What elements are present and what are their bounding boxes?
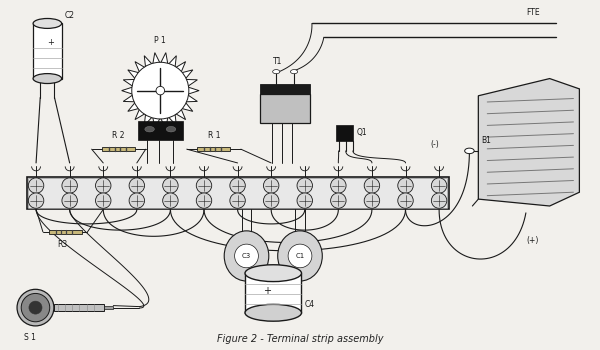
Ellipse shape — [156, 86, 164, 95]
Ellipse shape — [331, 193, 346, 208]
Bar — [33, 23, 62, 78]
Text: P 1: P 1 — [154, 36, 166, 46]
Ellipse shape — [235, 244, 259, 268]
Circle shape — [464, 148, 474, 154]
Ellipse shape — [431, 193, 447, 208]
Text: C4: C4 — [304, 300, 314, 309]
Ellipse shape — [62, 178, 77, 193]
Ellipse shape — [95, 193, 111, 208]
Ellipse shape — [263, 178, 279, 193]
Ellipse shape — [245, 304, 301, 321]
Text: +: + — [47, 38, 54, 47]
Ellipse shape — [398, 178, 413, 193]
Bar — [260, 84, 310, 93]
Ellipse shape — [33, 74, 62, 84]
Ellipse shape — [28, 178, 44, 193]
Bar — [260, 93, 310, 123]
Ellipse shape — [163, 178, 178, 193]
Bar — [54, 304, 104, 311]
Ellipse shape — [431, 178, 447, 193]
Bar — [245, 273, 301, 313]
Bar — [197, 147, 230, 152]
Text: B1: B1 — [481, 136, 491, 145]
Ellipse shape — [297, 193, 313, 208]
Text: R 2: R 2 — [112, 131, 125, 140]
Ellipse shape — [95, 178, 111, 193]
Ellipse shape — [163, 193, 178, 208]
Ellipse shape — [288, 244, 312, 268]
Ellipse shape — [263, 193, 279, 208]
Text: FTE: FTE — [526, 8, 539, 16]
Bar — [335, 125, 353, 141]
Ellipse shape — [364, 178, 380, 193]
Ellipse shape — [129, 193, 145, 208]
Polygon shape — [122, 52, 199, 128]
Ellipse shape — [17, 289, 54, 326]
Text: R 1: R 1 — [208, 131, 220, 140]
Text: S 1: S 1 — [23, 333, 35, 342]
Ellipse shape — [297, 178, 313, 193]
Ellipse shape — [33, 19, 62, 28]
Circle shape — [290, 70, 298, 74]
Ellipse shape — [129, 178, 145, 193]
Text: +: + — [263, 286, 271, 296]
Ellipse shape — [245, 265, 301, 282]
Circle shape — [272, 70, 280, 74]
Ellipse shape — [364, 193, 380, 208]
Ellipse shape — [196, 178, 212, 193]
Ellipse shape — [21, 293, 50, 322]
Ellipse shape — [196, 193, 212, 208]
Text: R3: R3 — [57, 240, 67, 249]
Bar — [28, 178, 447, 208]
Ellipse shape — [398, 193, 413, 208]
Polygon shape — [478, 78, 580, 206]
Ellipse shape — [28, 193, 44, 208]
Ellipse shape — [29, 301, 42, 314]
Text: (+): (+) — [526, 236, 538, 245]
Ellipse shape — [331, 178, 346, 193]
Ellipse shape — [230, 178, 245, 193]
Circle shape — [145, 126, 154, 132]
Text: (-): (-) — [431, 140, 440, 148]
Ellipse shape — [62, 193, 77, 208]
Text: C3: C3 — [242, 253, 251, 259]
Ellipse shape — [278, 231, 322, 281]
Circle shape — [166, 126, 176, 132]
Text: C1: C1 — [295, 253, 305, 259]
Bar — [104, 306, 113, 309]
Text: Q1: Q1 — [356, 128, 367, 137]
Text: C2: C2 — [65, 11, 74, 20]
Bar — [26, 177, 449, 209]
Text: T1: T1 — [273, 57, 282, 66]
Ellipse shape — [224, 231, 269, 281]
Ellipse shape — [230, 193, 245, 208]
Text: Figure 2 - Terminal strip assembly: Figure 2 - Terminal strip assembly — [217, 334, 383, 344]
Ellipse shape — [132, 62, 189, 119]
Bar — [49, 230, 82, 234]
Bar — [103, 147, 135, 152]
Bar — [138, 121, 182, 140]
